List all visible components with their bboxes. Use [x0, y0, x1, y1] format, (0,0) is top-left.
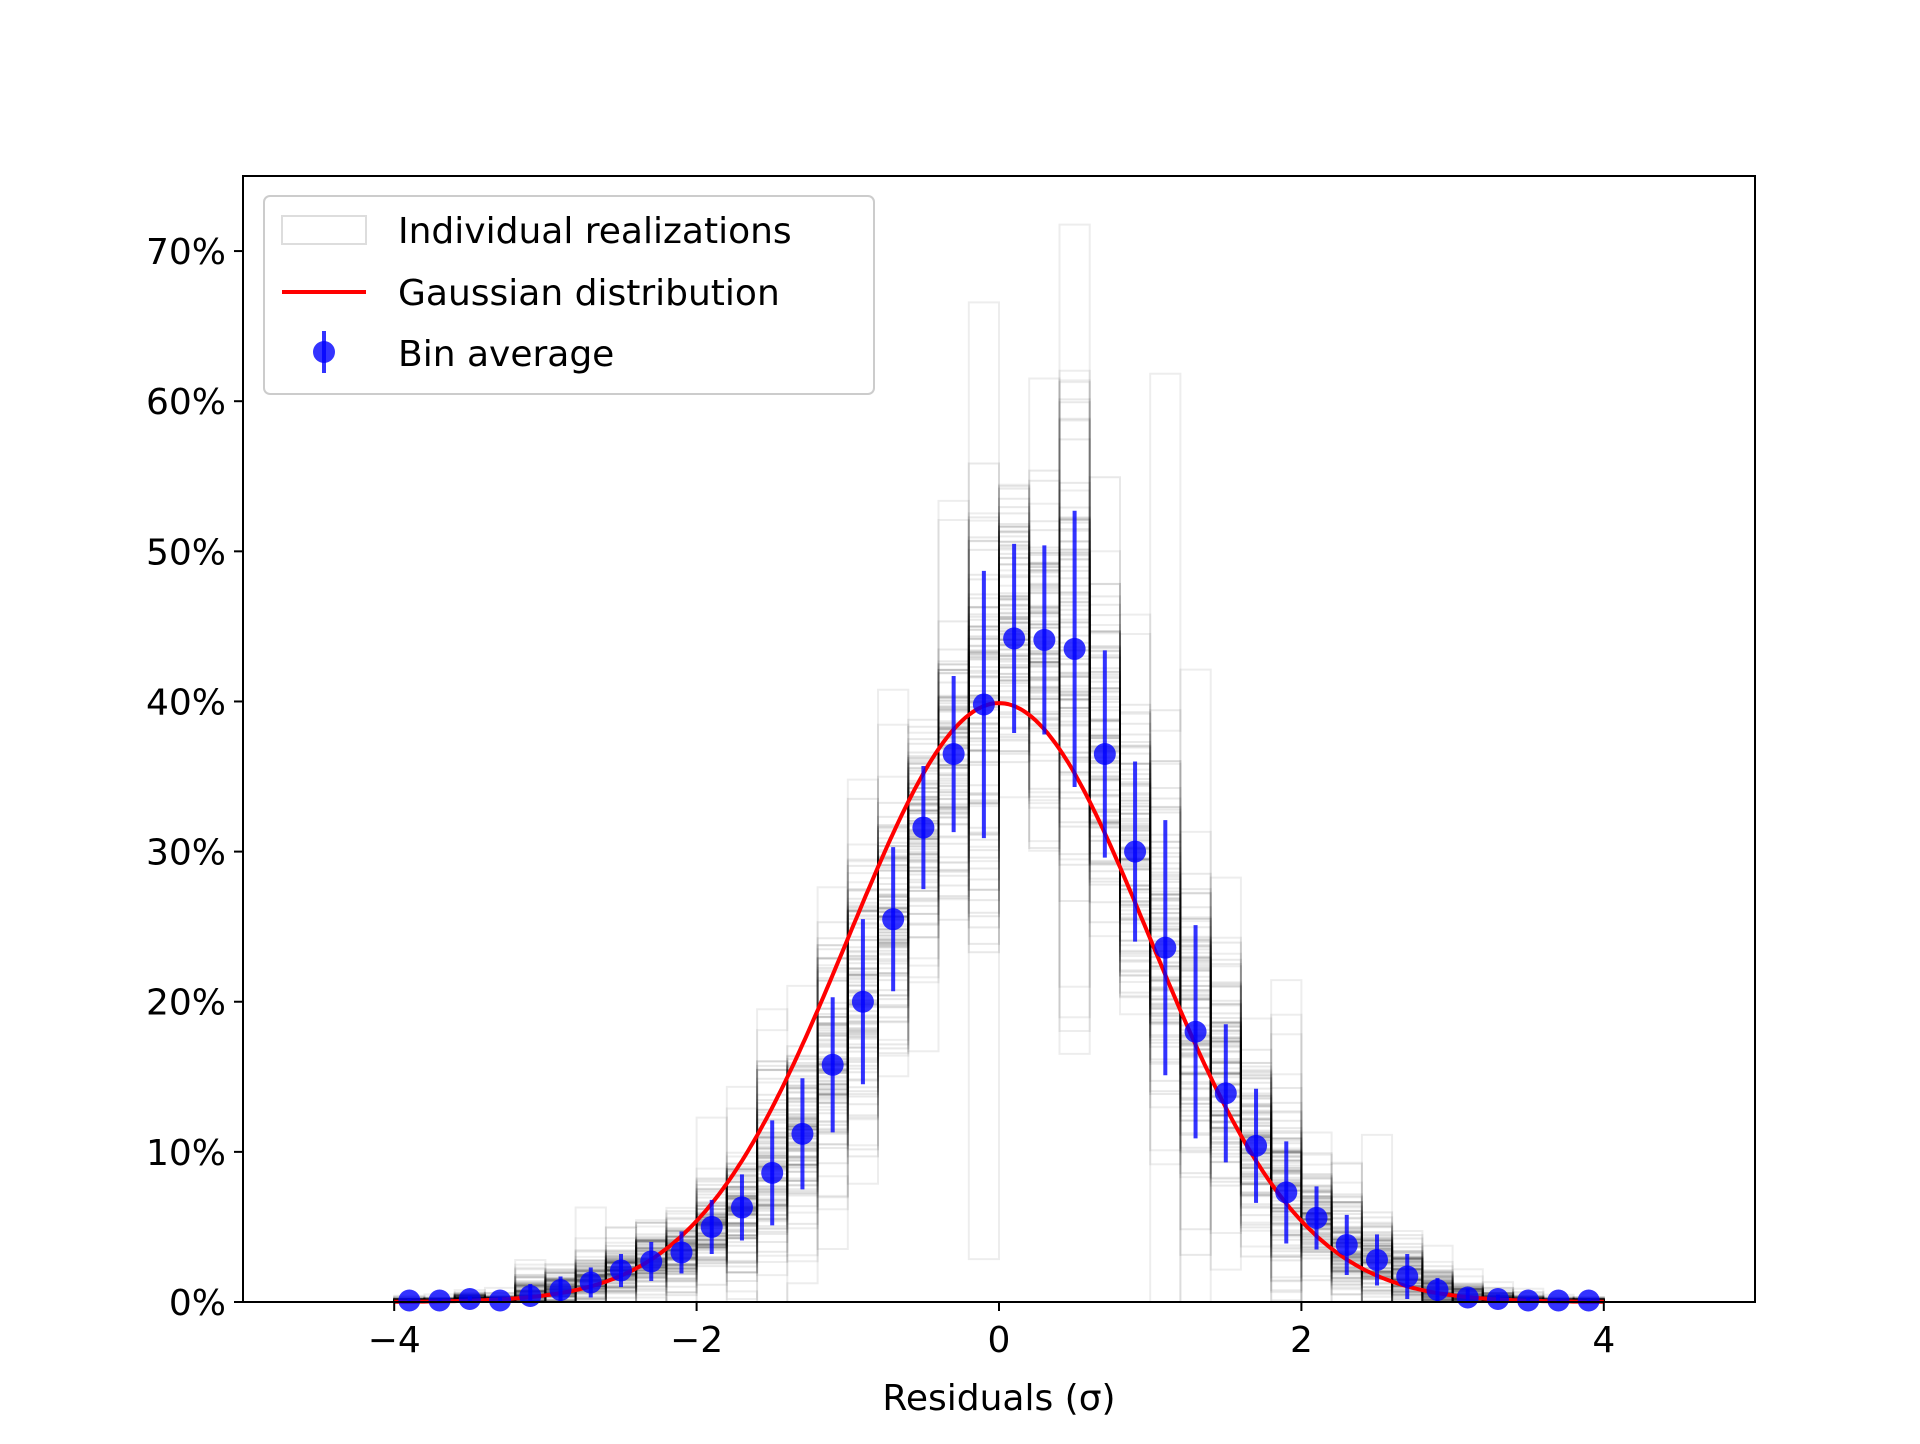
- realization-histogram: [393, 369, 1604, 1303]
- bin-average-point: [1456, 1286, 1479, 1309]
- x-tick-label: 4: [1592, 1320, 1615, 1361]
- bin-average-point: [428, 1289, 451, 1312]
- realization-histogram: [393, 725, 1605, 1303]
- x-tick-label: 2: [1290, 1320, 1313, 1361]
- bin-average-point: [1245, 1134, 1268, 1157]
- legend: Individual realizations Gaussian distrib…: [263, 195, 875, 395]
- realization-histogram: [393, 301, 1605, 1303]
- y-tick-label: 20%: [146, 983, 226, 1024]
- realization-histogram: [393, 516, 1605, 1303]
- bin-average-point: [1154, 936, 1177, 959]
- bin-average-point: [912, 816, 935, 839]
- bin-average-point: [1063, 637, 1086, 660]
- realization-histogram: [393, 540, 1605, 1303]
- legend-patch-individual: [281, 215, 367, 245]
- realization-histogram: [393, 569, 1604, 1303]
- realization-histogram: [393, 584, 1605, 1303]
- x-axis-ticks: −4 −2 0 2 4: [368, 1302, 1615, 1361]
- bin-average-point: [1426, 1278, 1449, 1301]
- bin-average-point: [942, 743, 965, 766]
- realization-histogram: [394, 618, 1605, 1303]
- y-tick-label: 30%: [146, 833, 226, 874]
- bin-average-layer: [398, 510, 1600, 1312]
- legend-label-bin-average: Bin average: [398, 334, 614, 375]
- y-tick-label: 10%: [146, 1133, 226, 1174]
- bin-average-point: [1366, 1248, 1388, 1271]
- realization-histogram: [394, 563, 1604, 1303]
- realization-histogram: [393, 519, 1605, 1303]
- bin-average-point: [519, 1284, 542, 1307]
- bin-average-point: [1517, 1289, 1540, 1312]
- y-tick-label: 60%: [146, 382, 226, 423]
- bin-average-point: [1124, 840, 1147, 863]
- bin-average-point: [821, 1053, 844, 1076]
- realization-histogram: [393, 625, 1605, 1303]
- bin-average-point: [791, 1122, 814, 1145]
- bin-average-point: [398, 1289, 421, 1312]
- realization-histogram: [393, 556, 1604, 1303]
- bin-average-point: [1093, 743, 1116, 766]
- realization-histogram: [394, 519, 1605, 1303]
- bin-average-point: [1033, 628, 1056, 651]
- bin-average-point: [851, 990, 874, 1013]
- bin-average-point: [1335, 1233, 1358, 1256]
- x-axis-label: Residuals (σ): [882, 1378, 1115, 1419]
- y-tick-label: 50%: [146, 532, 226, 573]
- realization-histogram: [393, 462, 1605, 1303]
- bin-average-point: [700, 1215, 723, 1238]
- realization-histogram: [393, 593, 1605, 1303]
- bin-average-point: [761, 1161, 784, 1184]
- legend-marker: [313, 341, 335, 363]
- bin-average-point: [458, 1287, 481, 1310]
- realization-histogram: [393, 633, 1605, 1303]
- bin-average-point: [670, 1241, 693, 1264]
- y-axis-ticks: 0% 10% 20% 30% 40% 50% 60% 70%: [146, 232, 243, 1324]
- bin-average-point: [1184, 1020, 1207, 1043]
- realization-histogram: [393, 573, 1604, 1303]
- bin-average-point: [489, 1289, 512, 1312]
- bin-average-point: [1305, 1206, 1328, 1229]
- legend-label-gaussian: Gaussian distribution: [398, 273, 780, 314]
- bin-average-point: [549, 1278, 572, 1301]
- bin-average-point: [730, 1196, 753, 1219]
- realization-histogram: [393, 608, 1604, 1303]
- bin-average-point: [640, 1250, 663, 1273]
- legend-box: [263, 195, 875, 395]
- y-tick-label: 0%: [169, 1283, 226, 1324]
- y-tick-label: 70%: [146, 232, 226, 273]
- bin-average-point: [610, 1259, 632, 1282]
- realization-histogram: [393, 521, 1605, 1303]
- bin-average-point: [1214, 1082, 1237, 1105]
- x-tick-label: −4: [368, 1320, 421, 1361]
- bin-average-point: [579, 1271, 602, 1294]
- realization-histogram: [393, 593, 1604, 1303]
- x-tick-label: −2: [670, 1320, 723, 1361]
- bin-average-point: [1486, 1287, 1509, 1310]
- bin-average-point: [1396, 1265, 1419, 1288]
- y-tick-label: 40%: [146, 682, 226, 723]
- realization-histogram: [393, 552, 1604, 1303]
- realization-histogram: [393, 550, 1605, 1303]
- bin-average-point: [972, 693, 995, 716]
- bin-average-point: [1003, 627, 1026, 650]
- bin-average-point: [1577, 1289, 1600, 1312]
- x-tick-label: 0: [988, 1320, 1011, 1361]
- bin-average-point: [882, 908, 905, 931]
- legend-label-individual: Individual realizations: [398, 211, 792, 252]
- bin-average-point: [1547, 1289, 1570, 1312]
- bin-average-point: [1275, 1181, 1298, 1204]
